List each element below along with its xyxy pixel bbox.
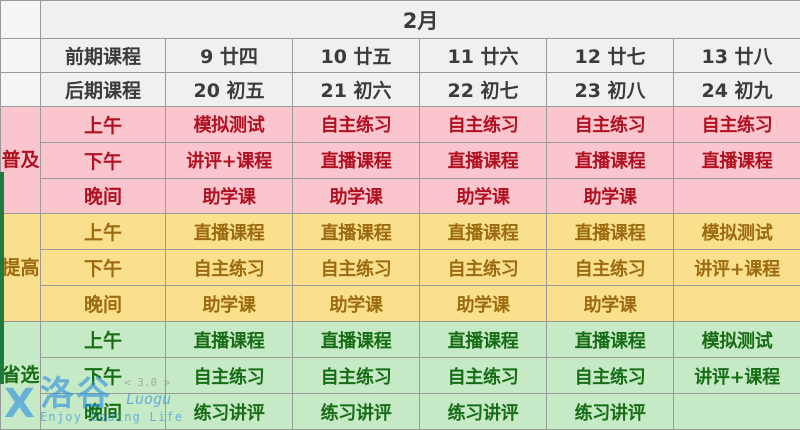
section-2-row-0-cell-2[interactable]: 直播课程 [419,321,547,359]
section-label-0: 普及 [0,105,41,215]
date-header-late-2: 21 初六 [292,71,420,107]
section-1-row-1: 下午 自主练习 自主练习 自主练习 自主练习 讲评+课程 [1,249,800,287]
month-header-row: 2月 [0,0,800,40]
date-header-early-1: 9 廿四 [165,38,293,73]
early-course-date-row: 前期课程 9 廿四 10 廿五 11 廿六 12 廿七 13 廿八 [0,38,800,73]
date-header-early-4: 12 廿七 [546,38,674,73]
section-1-slot-0: 上午 [40,213,166,251]
section-2-row-0-cell-1[interactable]: 直播课程 [292,321,420,359]
section-1-row-1-cell-3[interactable]: 自主练习 [546,249,674,287]
section-1-row-2: 晚间 助学课 助学课 助学课 助学课 [1,285,800,323]
section-1-row-1-cell-0[interactable]: 自主练习 [165,249,293,287]
section-0-row-2-cell-4[interactable] [672,177,800,215]
section-1-row-1-cell-1[interactable]: 自主练习 [292,249,420,287]
section-2-row-1-cell-1[interactable]: 自主练习 [292,357,420,395]
section-0-slot-0: 上午 [40,105,166,143]
section-0-row-0-cell-3[interactable]: 自主练习 [546,105,674,143]
section-1-row-2-cell-0[interactable]: 助学课 [165,285,293,323]
section-label-2: 省选 [0,321,41,430]
section-2-row-1-cell-4[interactable]: 讲评+课程 [672,357,800,395]
late-course-date-row: 后期课程 20 初五 21 初六 22 初七 23 初八 24 初九 [0,71,800,107]
late-course-label: 后期课程 [40,71,166,107]
section-1-row-0-cell-4[interactable]: 模拟测试 [672,213,800,251]
section-2-row-1-cell-3[interactable]: 自主练习 [546,357,674,395]
section-2-slot-2: 晚间 [40,393,166,430]
section-1-row-1-cell-2[interactable]: 自主练习 [419,249,547,287]
date-header-early-5: 13 廿八 [672,38,800,73]
date-header-late-1: 20 初五 [165,71,293,107]
section-0-row-0-cell-0[interactable]: 模拟测试 [165,105,293,143]
section-1-row-1-cell-4[interactable]: 讲评+课程 [672,249,800,287]
section-1-slot-1: 下午 [40,249,166,287]
section-2-row-1-cell-0[interactable]: 自主练习 [165,357,293,395]
corner-cell [0,0,41,40]
early-course-label: 前期课程 [40,38,166,73]
section-2-row-1-cell-2[interactable]: 自主练习 [419,357,547,395]
section-2-row-2-cell-3[interactable]: 练习讲评 [546,393,674,430]
section-1-row-0-cell-1[interactable]: 直播课程 [292,213,420,251]
section-1-row-2-cell-4[interactable] [672,285,800,323]
date-header-late-4: 23 初八 [546,71,674,107]
section-0-row-1-cell-3[interactable]: 直播课程 [546,141,674,179]
section-0-slot-1: 下午 [40,141,166,179]
section-1-row-2-cell-1[interactable]: 助学课 [292,285,420,323]
section-2-row-0-cell-4[interactable]: 模拟测试 [672,321,800,359]
section-0-row-0-cell-4[interactable]: 自主练习 [672,105,800,143]
section-0-row-1-cell-2[interactable]: 直播课程 [419,141,547,179]
section-0-row-1-cell-4[interactable]: 直播课程 [672,141,800,179]
section-0-row-1-cell-1[interactable]: 直播课程 [292,141,420,179]
section-0-slot-2: 晚间 [40,177,166,215]
section-2-row-2-cell-0[interactable]: 练习讲评 [165,393,293,430]
section-2-row-0: 省选 上午 直播课程 直播课程 直播课程 直播课程 模拟测试 [0,321,800,430]
section-0-row-1-cell-0[interactable]: 讲评+课程 [165,141,293,179]
corner-cell-late [0,71,41,107]
section-1-row-0-cell-2[interactable]: 直播课程 [419,213,547,251]
date-header-late-5: 24 初九 [672,71,800,107]
section-2-row-0-cell-3[interactable]: 直播课程 [546,321,674,359]
section-0-row-2-cell-2[interactable]: 助学课 [419,177,547,215]
section-0-row-2-cell-0[interactable]: 助学课 [165,177,293,215]
section-0-row-0: 普及 上午 模拟测试 自主练习 自主练习 自主练习 自主练习 [0,105,800,215]
section-0-row-2-cell-1[interactable]: 助学课 [292,177,420,215]
section-2-row-2-cell-2[interactable]: 练习讲评 [419,393,547,430]
section-1-row-2-cell-3[interactable]: 助学课 [546,285,674,323]
section-1-slot-2: 晚间 [40,285,166,323]
section-2-slot-1: 下午 [40,357,166,395]
section-0-row-0-cell-1[interactable]: 自主练习 [292,105,420,143]
section-1-row-0-cell-3[interactable]: 直播课程 [546,213,674,251]
section-2-row-2: 晚间 练习讲评 练习讲评 练习讲评 练习讲评 [1,393,800,430]
month-title-cell: 2月 [39,0,800,40]
section-1-row-0-cell-0[interactable]: 直播课程 [165,213,293,251]
date-header-late-3: 22 初七 [419,71,547,107]
section-0-row-0-cell-2[interactable]: 自主练习 [419,105,547,143]
section-2-row-2-cell-4[interactable] [672,393,800,430]
section-2-row-1: 下午 自主练习 自主练习 自主练习 自主练习 讲评+课程 [1,357,800,395]
section-2-slot-0: 上午 [40,321,166,359]
section-0-row-1: 下午 讲评+课程 直播课程 直播课程 直播课程 直播课程 [1,141,800,179]
date-header-early-3: 11 廿六 [419,38,547,73]
section-1-row-0: 提高 上午 直播课程 直播课程 直播课程 直播课程 模拟测试 [0,213,800,323]
section-label-1: 提高 [0,213,41,323]
section-1-row-2-cell-2[interactable]: 助学课 [419,285,547,323]
section-0-row-2-cell-3[interactable]: 助学课 [546,177,674,215]
date-header-early-2: 10 廿五 [292,38,420,73]
section-0-row-2: 晚间 助学课 助学课 助学课 助学课 [1,177,800,215]
section-2-row-0-cell-0[interactable]: 直播课程 [165,321,293,359]
section-2-row-2-cell-1[interactable]: 练习讲评 [292,393,420,430]
corner-cell-early [0,38,41,73]
